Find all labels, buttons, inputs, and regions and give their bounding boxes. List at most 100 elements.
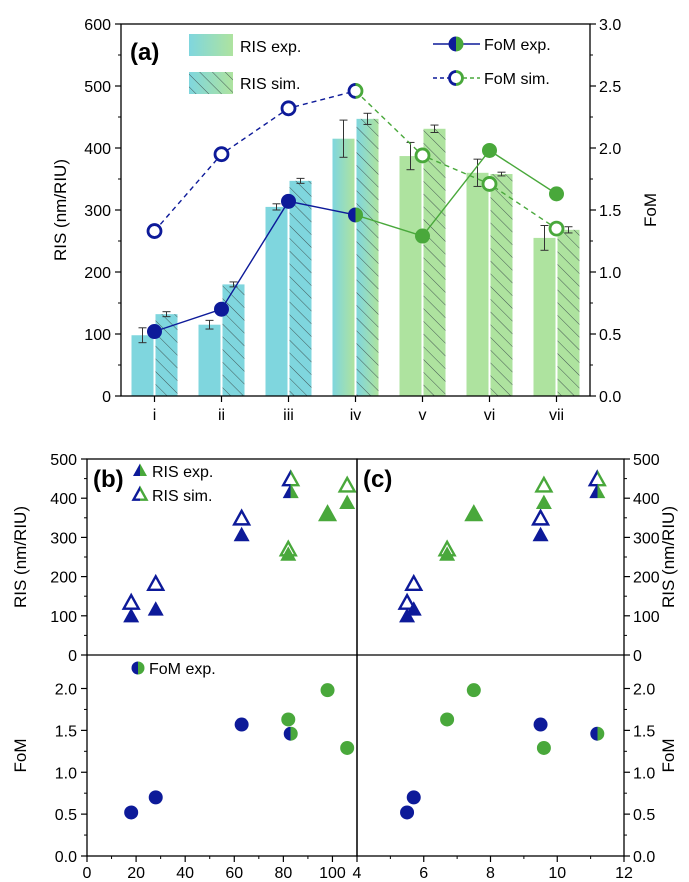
fom-exp-marker xyxy=(348,207,363,223)
bar-ris-sim-hatch xyxy=(289,180,312,396)
fom-sim-marker xyxy=(414,147,431,164)
y-tick-label: 100 xyxy=(84,327,111,344)
fom-exp-marker xyxy=(533,717,548,732)
fom-sim-marker xyxy=(481,176,498,192)
ris-exp-marker xyxy=(535,494,552,510)
bar-ris-sim-hatch xyxy=(557,229,580,396)
fom-exp-marker xyxy=(281,193,296,209)
x-tick-label: vi xyxy=(484,407,496,424)
fom-sim-marker xyxy=(146,223,163,239)
fom-axis-title: FoM xyxy=(659,739,678,773)
fom-exp-marker xyxy=(320,683,335,698)
panel-letter: (a) xyxy=(130,39,159,66)
y-axis-title: RIS (nm/RIU) xyxy=(51,159,70,261)
fom-y-tick-label: 0.5 xyxy=(55,807,77,824)
fom-sim-marker xyxy=(548,220,565,237)
fom-exp-marker xyxy=(281,712,296,727)
panel-b: 0 20 40 60 80 100 0 100 200 300 400 500 0.0 0.5 1.0 1.5… xyxy=(11,452,358,882)
ris-axis-title: RIS (nm/RIU) xyxy=(11,506,30,608)
ris-exp-marker xyxy=(319,505,336,520)
fom-exp-marker xyxy=(148,790,163,805)
ris-y-tick-label: 100 xyxy=(50,609,77,626)
ris-y-tick-label: 0 xyxy=(633,648,642,665)
x-tick-label: 10 xyxy=(548,865,566,882)
fom-exp-marker xyxy=(406,790,421,805)
ris-y-tick-label: 300 xyxy=(50,530,77,547)
ris-sim-marker xyxy=(232,508,252,526)
plot-frame xyxy=(356,458,625,857)
y2-tick-label: 3.0 xyxy=(599,17,621,34)
fom-y-tick-label: 0.0 xyxy=(633,849,655,866)
fom-exp-line-blue xyxy=(154,200,356,333)
panel-letter: (c) xyxy=(363,466,392,493)
bar-ris-exp xyxy=(466,172,489,396)
panel-c: 4 6 8 10 12 0 100 200 300 400 500 0.0 0.5 1.0 1.5 2.0 RI… xyxy=(353,452,678,882)
fom-y-tick-label: 1.5 xyxy=(55,723,77,740)
bar-ris-sim-hatch xyxy=(356,118,379,397)
x-tick-label: 40 xyxy=(176,865,194,882)
ris-exp-marker xyxy=(282,483,299,499)
ris-exp-marker xyxy=(233,526,250,542)
y2-tick-label: 1.0 xyxy=(599,265,621,282)
legend-label-ris-sim: RIS sim. xyxy=(240,76,300,93)
x-tick-label: 6 xyxy=(419,865,428,882)
ris-exp-marker xyxy=(405,601,422,616)
fom-exp-marker xyxy=(415,228,430,244)
bar-ris-exp xyxy=(131,335,154,396)
fom-exp-marker xyxy=(400,805,415,820)
ris-exp-marker xyxy=(439,546,456,561)
y2-tick-label: 1.5 xyxy=(599,203,621,220)
ris-y-tick-label: 200 xyxy=(50,570,77,587)
bar-ris-exp xyxy=(399,156,422,396)
x-tick-label: 4 xyxy=(353,865,362,882)
ris-exp-marker xyxy=(465,505,482,520)
ris-sim-marker xyxy=(121,592,141,610)
y2-tick-label: 2.0 xyxy=(599,141,621,158)
y-tick-label: 400 xyxy=(84,141,111,158)
bar-ris-exp xyxy=(265,206,288,396)
ris-exp-marker xyxy=(280,546,297,561)
legend-marker-fom-sim xyxy=(448,70,464,86)
legend-label-ris-exp: RIS exp. xyxy=(152,464,213,481)
ris-sim-marker xyxy=(534,475,554,493)
legend-label-ris-exp: RIS exp. xyxy=(240,39,301,56)
ris-exp-marker xyxy=(123,607,140,623)
x-tick-label: 8 xyxy=(486,865,495,882)
bar-ris-exp xyxy=(332,138,355,396)
y2-tick-label: 2.5 xyxy=(599,79,621,96)
ris-y-tick-label: 400 xyxy=(50,491,77,508)
fom-exp-marker xyxy=(466,683,481,698)
legend-marker-ris-exp xyxy=(133,463,147,477)
ris-sim-marker xyxy=(146,573,166,592)
bar-ris-exp xyxy=(198,324,221,396)
ris-sim-marker xyxy=(281,469,301,487)
legend-swatch-ris-exp xyxy=(189,34,233,56)
ris-y-tick-label: 0 xyxy=(68,648,77,665)
ris-exp-marker xyxy=(147,601,164,616)
x-tick-label: 20 xyxy=(127,865,145,882)
ris-y-tick-label: 300 xyxy=(633,530,660,547)
legend-marker-ris-sim xyxy=(131,485,149,501)
fom-y-tick-label: 1.0 xyxy=(633,765,655,782)
fom-y-tick-label: 1.5 xyxy=(633,723,655,740)
x-tick-label: v xyxy=(419,407,427,424)
ris-sim-marker xyxy=(404,573,424,592)
fom-exp-marker xyxy=(234,717,249,732)
fom-sim-line-blue xyxy=(153,90,356,232)
fom-sim-marker xyxy=(213,146,230,163)
legend-label-fom-sim: FoM sim. xyxy=(484,71,550,88)
ris-y-tick-label: 500 xyxy=(633,452,660,469)
ris-y-tick-label: 500 xyxy=(50,452,77,469)
fom-y-tick-label: 2.0 xyxy=(633,682,655,699)
fom-y-tick-label: 1.0 xyxy=(55,765,77,782)
ris-exp-marker xyxy=(339,494,356,510)
fom-exp-line-green xyxy=(355,149,557,237)
ris-exp-marker xyxy=(532,526,549,542)
ris-exp-marker xyxy=(589,483,606,499)
bar-ris-exp xyxy=(533,237,556,396)
fom-exp-marker xyxy=(590,726,605,741)
legend-label-fom-exp: FoM exp. xyxy=(149,661,216,678)
fom-exp-marker xyxy=(340,740,355,755)
ris-y-tick-label: 400 xyxy=(633,491,660,508)
